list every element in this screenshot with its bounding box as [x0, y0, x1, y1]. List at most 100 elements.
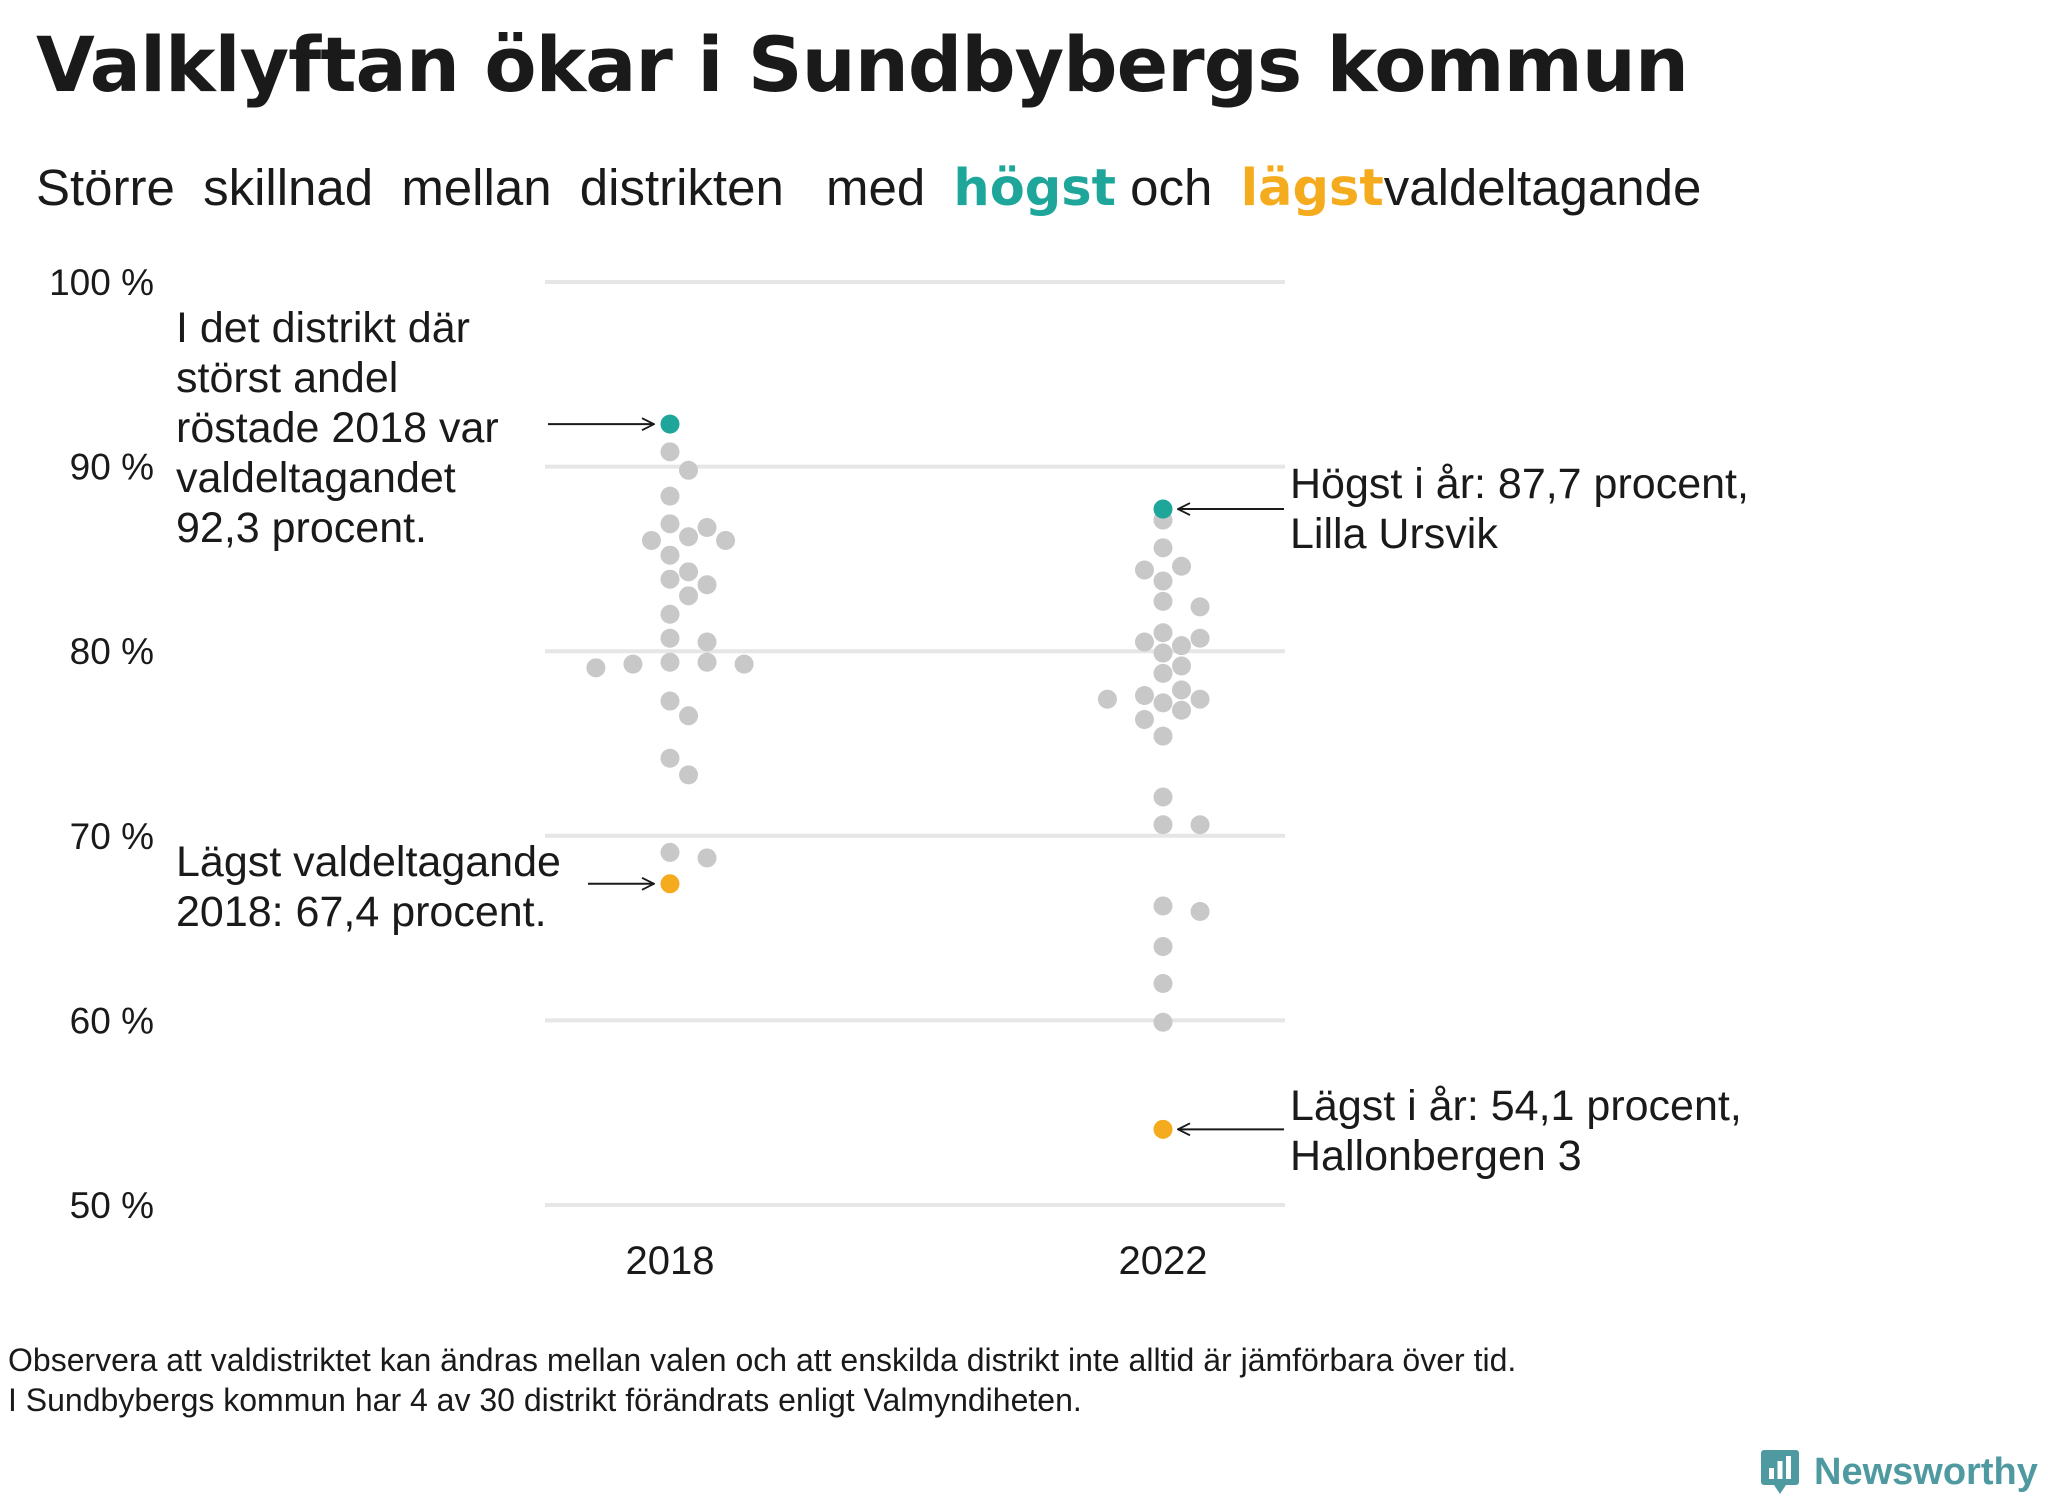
data-point: [660, 748, 680, 768]
data-point-lowest: [660, 874, 680, 894]
grid-lines: [545, 280, 1285, 1207]
data-point: [697, 575, 717, 595]
subtitle-word: Större: [36, 159, 175, 216]
annotation-line: 2018: 67,4 procent.: [176, 888, 547, 936]
annotation-line: Lilla Ursvik: [1290, 510, 1498, 558]
chart-subtitle: Större skillnad mellan distrikten med hö…: [36, 158, 1701, 218]
data-point: [660, 569, 680, 589]
data-point: [1097, 689, 1117, 709]
data-point: [1190, 597, 1210, 617]
data-point: [660, 652, 680, 672]
data-points: [586, 414, 1210, 1139]
data-point: [1153, 591, 1173, 611]
data-point: [1153, 623, 1173, 643]
chart-title: Valklyftan ökar i Sundbybergs kommun: [36, 20, 1689, 109]
data-point: [641, 530, 661, 550]
annotation-line: röstade 2018 var: [176, 404, 499, 452]
data-point: [1190, 901, 1210, 921]
data-point: [1153, 896, 1173, 916]
annotation-line: Lägst i år: 54,1 procent,: [1290, 1082, 1742, 1130]
annotation-highest-2022: Högst i år: 87,7 procent, Lilla Ursvik: [1290, 460, 1749, 558]
y-tick-label: 100 %: [49, 262, 154, 303]
data-point: [1172, 680, 1192, 700]
annotation-line: 92,3 procent.: [176, 504, 427, 552]
y-tick-label: 80 %: [70, 631, 154, 672]
annotation-line: störst andel: [176, 354, 398, 402]
data-point: [1153, 937, 1173, 957]
data-point: [1134, 560, 1154, 580]
data-point: [679, 460, 699, 480]
data-point: [1153, 726, 1173, 746]
brand-logo: Newsworthy: [1760, 1448, 2038, 1496]
data-point: [660, 628, 680, 648]
data-point: [679, 586, 699, 606]
data-point: [1153, 663, 1173, 683]
subtitle-word: med: [826, 159, 926, 216]
data-point: [660, 842, 680, 862]
data-point: [1190, 689, 1210, 709]
data-point: [679, 527, 699, 547]
annotation-lowest-2018: Lägst valdeltagande 2018: 67,4 procent.: [176, 838, 561, 936]
annotations: I det distrikt där störst andel röstade 20…: [176, 304, 1749, 1180]
data-point: [1153, 973, 1173, 993]
x-axis: 2018 2022: [626, 1239, 1208, 1283]
data-point: [1134, 686, 1154, 706]
data-point: [697, 632, 717, 652]
annotation-lowest-2022: Lägst i år: 54,1 procent, Hallonbergen 3: [1290, 1082, 1742, 1180]
subtitle-word: valdeltagande: [1383, 159, 1702, 216]
annotation-line: I det distrikt där: [176, 304, 470, 352]
data-point: [1134, 632, 1154, 652]
data-point: [1190, 628, 1210, 648]
footnote-line: I Sundbybergs kommun har 4 av 30 distrik…: [8, 1382, 1082, 1418]
data-point: [1153, 815, 1173, 835]
data-point: [1134, 710, 1154, 730]
data-point: [1153, 693, 1173, 713]
footnote-line: Observera att valdistriktet kan ändras m…: [8, 1342, 1517, 1378]
annotation-line: valdeltagandet: [176, 454, 456, 502]
data-point: [734, 654, 754, 674]
data-point: [679, 562, 699, 582]
footnote: Observera att valdistriktet kan ändras m…: [8, 1340, 1516, 1420]
data-point-highest: [1153, 499, 1173, 519]
data-point: [1172, 556, 1192, 576]
data-point: [716, 530, 736, 550]
brand-name: Newsworthy: [1814, 1450, 2038, 1493]
data-point: [1153, 538, 1173, 558]
data-point: [1172, 636, 1192, 656]
bar-chart-icon: [1761, 1450, 1799, 1494]
data-point: [1172, 656, 1192, 676]
data-point: [660, 442, 680, 462]
data-point: [679, 765, 699, 785]
x-tick-label: 2018: [626, 1239, 715, 1283]
data-point-lowest: [1153, 1119, 1173, 1139]
data-point: [660, 545, 680, 565]
data-point: [623, 654, 643, 674]
y-tick-label: 60 %: [70, 1000, 154, 1041]
annotation-line: Högst i år: 87,7 procent,: [1290, 460, 1749, 508]
subtitle-word: skillnad: [203, 159, 374, 216]
data-point: [1153, 571, 1173, 591]
subtitle-word: mellan: [401, 159, 552, 216]
data-point: [660, 514, 680, 534]
data-point: [1153, 1012, 1173, 1032]
y-tick-label: 70 %: [70, 816, 154, 857]
data-point: [1153, 643, 1173, 663]
x-tick-label: 2022: [1119, 1239, 1208, 1283]
data-point: [697, 518, 717, 538]
y-tick-label: 90 %: [70, 447, 154, 488]
annotation-line: Hallonbergen 3: [1290, 1132, 1582, 1180]
data-point: [1172, 700, 1192, 720]
data-point: [1190, 815, 1210, 835]
data-point: [697, 652, 717, 672]
subtitle-word: distrikten: [579, 159, 784, 216]
data-point: [660, 691, 680, 711]
annotation-line: Lägst valdeltagande: [176, 838, 561, 886]
subtitle-lowest-word: lägst: [1240, 159, 1384, 218]
data-point: [660, 486, 680, 506]
annotation-highest-2018: I det distrikt där störst andel röstade 20…: [176, 304, 499, 552]
data-point: [1153, 787, 1173, 807]
data-point: [697, 848, 717, 868]
y-tick-label: 50 %: [70, 1185, 154, 1226]
data-point: [586, 658, 606, 678]
subtitle-word: och: [1130, 159, 1213, 216]
